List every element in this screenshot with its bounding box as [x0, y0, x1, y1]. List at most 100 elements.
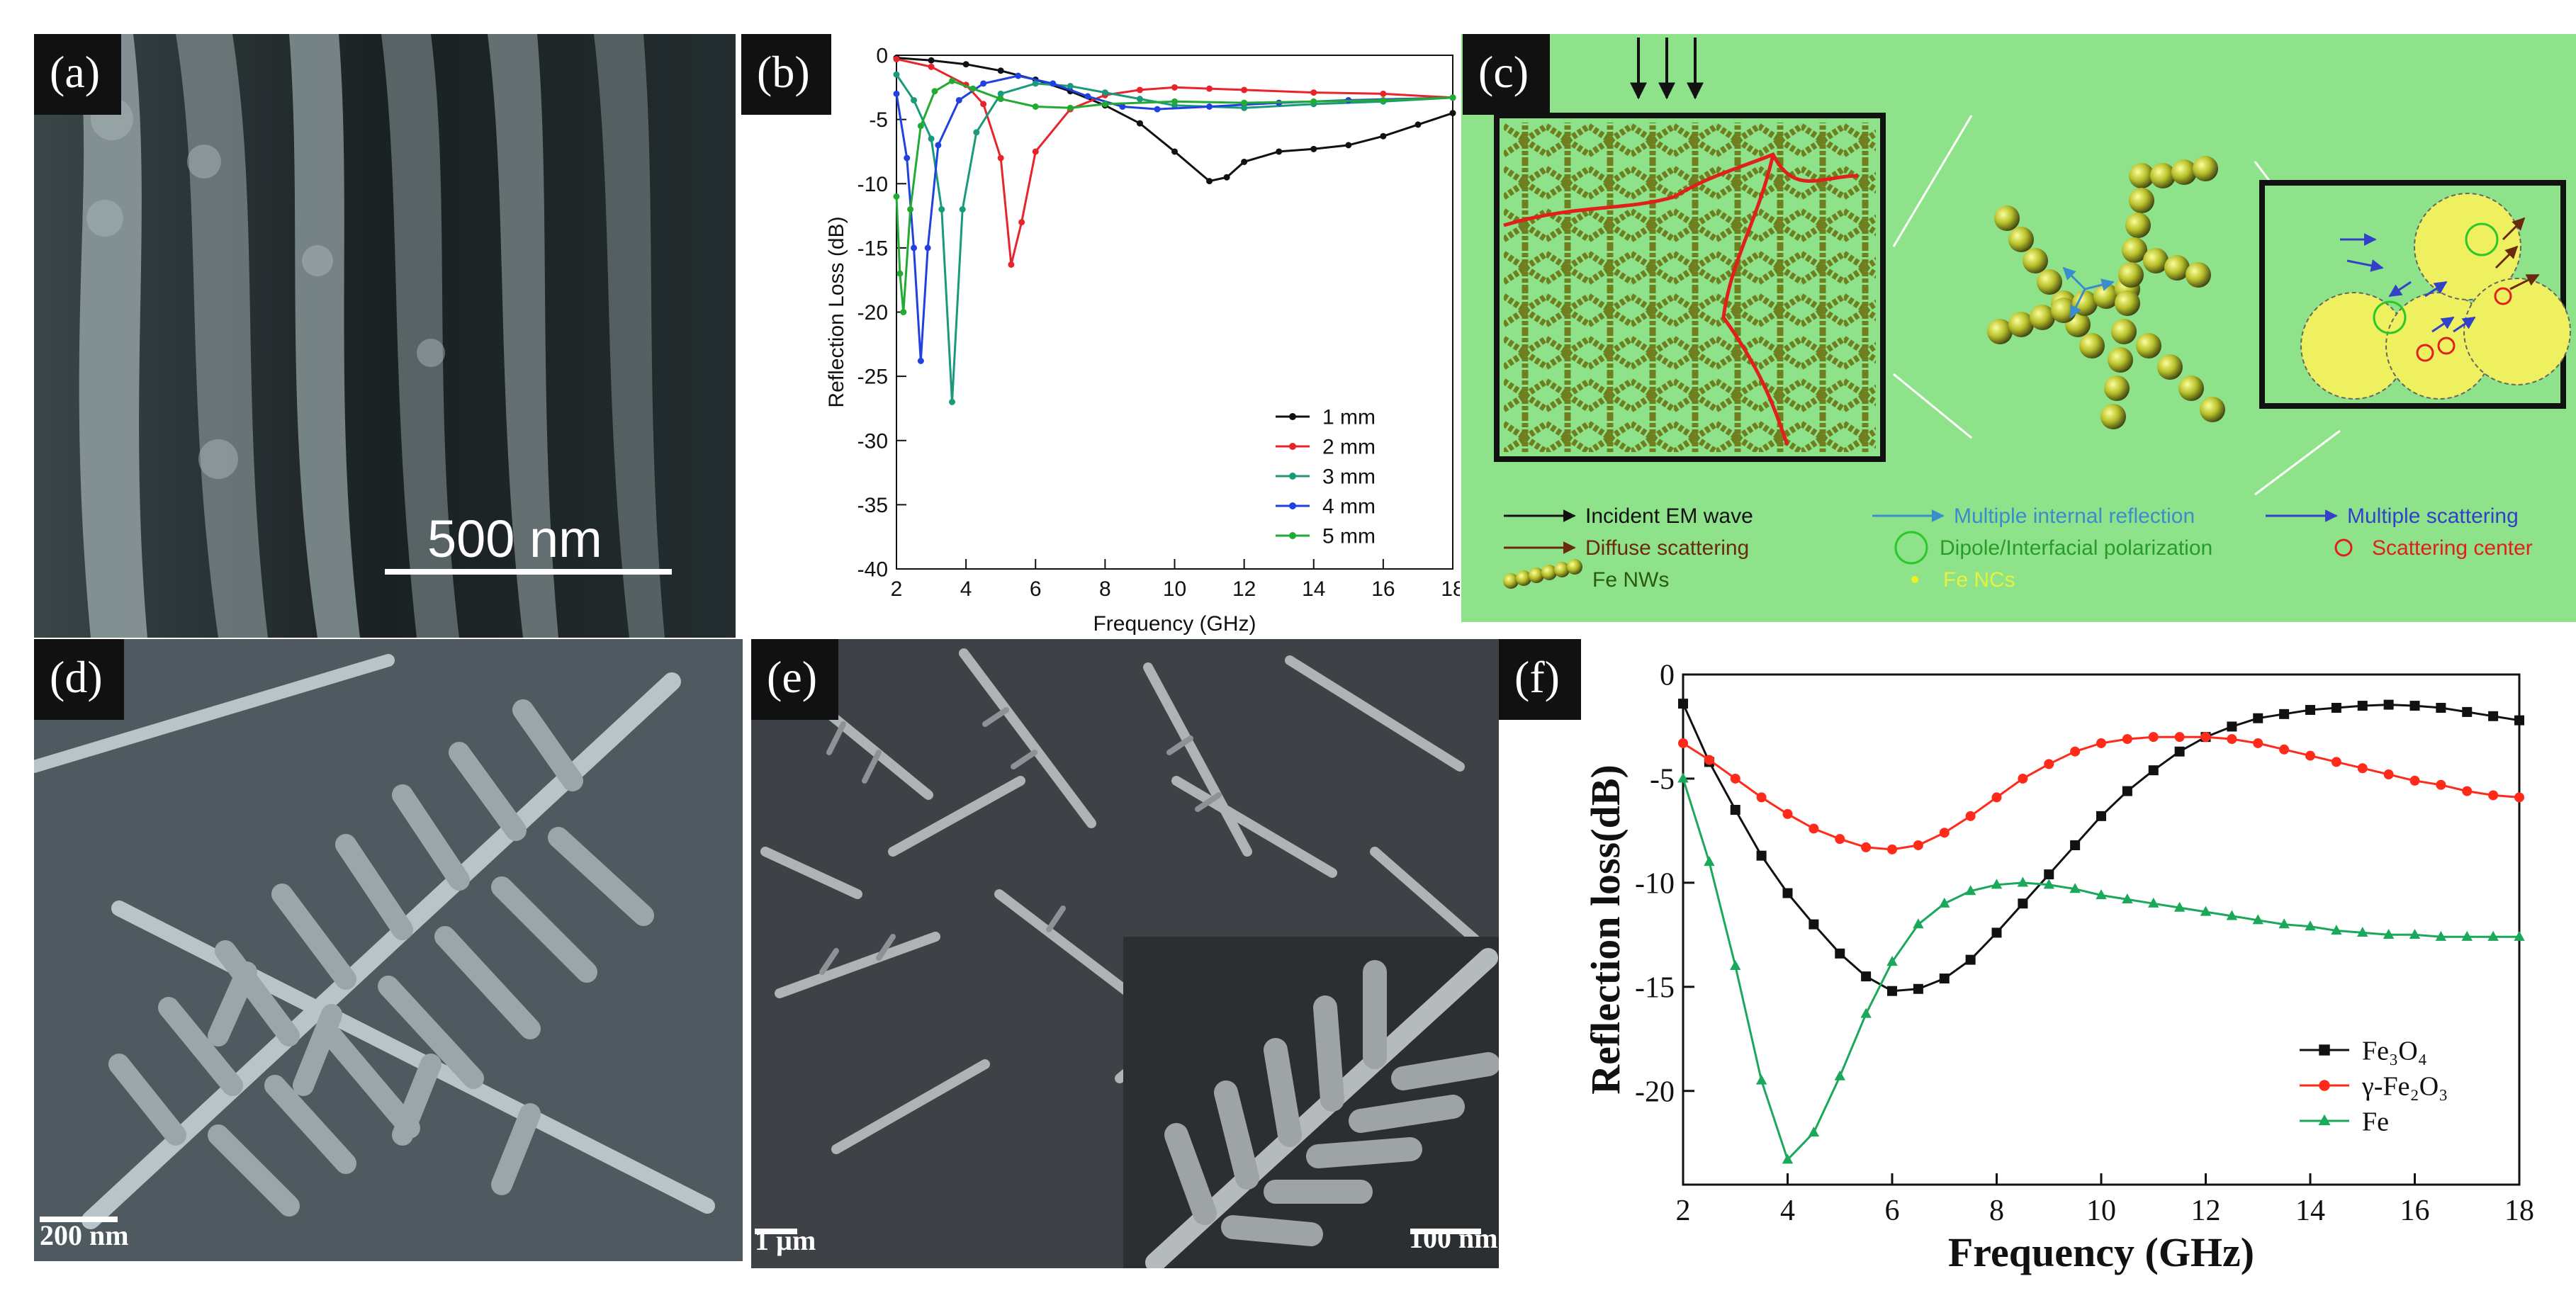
y-tick-label: -5: [869, 108, 888, 132]
y-tick-label: -20: [857, 301, 888, 324]
data-point: [2305, 704, 2315, 715]
data-point: [1414, 121, 1422, 128]
schematic-diagram: Incident EM wave Multiple internal refle…: [1494, 38, 2571, 592]
data-point: [896, 270, 904, 277]
legend-marker: [1289, 502, 1296, 509]
data-point: [2174, 746, 2185, 757]
data-point: [1886, 956, 1898, 966]
data-point: [1939, 897, 1950, 908]
sem-image-nanowires: [34, 34, 736, 638]
data-point: [1860, 1008, 1872, 1018]
data-point: [1782, 1153, 1794, 1164]
inset-image: [1123, 937, 1499, 1268]
panel-c: Incident EM wave Multiple internal refle…: [1461, 34, 2576, 622]
data-point: [1241, 99, 1248, 106]
plot-frame: [1682, 673, 2521, 1186]
legend-label: Fe₃O₄: [2362, 1036, 2427, 1066]
data-point: [2514, 715, 2524, 726]
data-point: [931, 88, 938, 95]
x-tick-label: 6: [1030, 577, 1042, 601]
data-point: [2462, 706, 2473, 717]
data-point: [973, 129, 980, 136]
data-point: [1310, 89, 1317, 96]
legend-label: 1 mm: [1322, 406, 1376, 429]
y-tick-label: -15: [857, 237, 888, 260]
data-point: [1782, 808, 1793, 819]
panel-label: (c): [1463, 34, 1551, 115]
data-point: [2514, 930, 2525, 941]
legend-incident: Incident EM wave: [1585, 504, 1753, 528]
data-point: [1206, 85, 1213, 92]
data-point: [1991, 879, 2003, 889]
data-point: [1241, 104, 1248, 111]
data-point: [2043, 879, 2054, 889]
x-tick-label: 2: [891, 577, 903, 601]
data-point: [2305, 750, 2315, 761]
nanowire-network-box: [1494, 113, 1886, 462]
data-point: [1965, 954, 1976, 965]
x-tick-label: 16: [2400, 1195, 2430, 1227]
data-point: [2436, 779, 2446, 790]
legend-marker: [1289, 532, 1296, 539]
data-point: [1965, 811, 1976, 821]
y-axis-label: Reflection Loss (dB): [825, 216, 848, 407]
data-point: [2122, 786, 2132, 796]
y-tick-label: -15: [1635, 972, 1675, 1005]
data-point: [911, 96, 918, 103]
inset-scale-bar-label: 100 nm: [1409, 1222, 1498, 1254]
data-point: [1171, 84, 1178, 91]
data-point: [1835, 948, 1845, 959]
data-point: [1887, 844, 1897, 854]
data-point: [2122, 893, 2133, 903]
data-point: [1310, 145, 1317, 152]
y-tick-label: -10: [1635, 868, 1675, 901]
data-point: [997, 154, 1004, 162]
data-point: [1678, 738, 1688, 748]
x-tick-label: 6: [1885, 1195, 1900, 1227]
legend-marker: [2319, 1044, 2330, 1056]
data-point: [2252, 914, 2263, 925]
legend-marker: [1289, 473, 1296, 480]
data-point: [2148, 897, 2159, 908]
x-tick-label: 8: [1989, 1195, 2004, 1227]
data-point: [949, 77, 955, 84]
y-axis-label: Reflection loss(dB): [1582, 764, 1629, 1095]
data-point: [2253, 713, 2263, 723]
data-point: [949, 398, 955, 405]
data-point: [1964, 885, 1976, 896]
panel-b: 2 4 6 8 10 12 14 16 18 0 -5 -10 -15 -20 -25 -30 -35 -40 Fr…: [737, 34, 1460, 638]
data-point: [1449, 94, 1456, 101]
x-tick-label: 4: [960, 577, 972, 601]
series-line-2: [1682, 778, 2519, 1162]
legend-marker: [1289, 413, 1296, 420]
x-tick-label: 14: [2295, 1195, 2325, 1227]
data-point: [1809, 919, 1819, 930]
data-point: [2069, 883, 2081, 893]
data-point: [1050, 80, 1057, 87]
x-tick-label: 4: [1780, 1195, 1795, 1227]
data-point: [1241, 86, 1248, 94]
data-point: [2173, 901, 2186, 912]
data-point: [900, 309, 907, 315]
scale-bar: [385, 569, 672, 575]
inset-scale-bar: [1410, 1229, 1481, 1234]
panel-label: (b): [741, 34, 831, 115]
data-point: [2488, 711, 2499, 721]
data-point: [2096, 738, 2106, 748]
data-point: [2226, 910, 2238, 920]
nanowire-cluster: [1987, 156, 2225, 429]
x-tick-label: 10: [2086, 1195, 2116, 1227]
data-point: [1380, 132, 1387, 140]
data-point: [904, 154, 911, 162]
data-point: [2331, 703, 2341, 713]
data-point: [928, 63, 935, 70]
panel-d: (d) 200 nm: [34, 639, 743, 1261]
data-point: [917, 123, 924, 130]
data-point: [1991, 792, 2002, 803]
sem-image-dendrites: [34, 639, 743, 1261]
data-point: [2357, 701, 2368, 711]
data-point: [2514, 792, 2524, 803]
x-tick-label: 14: [1302, 577, 1325, 601]
data-point: [1730, 960, 1741, 971]
data-point: [959, 206, 966, 213]
